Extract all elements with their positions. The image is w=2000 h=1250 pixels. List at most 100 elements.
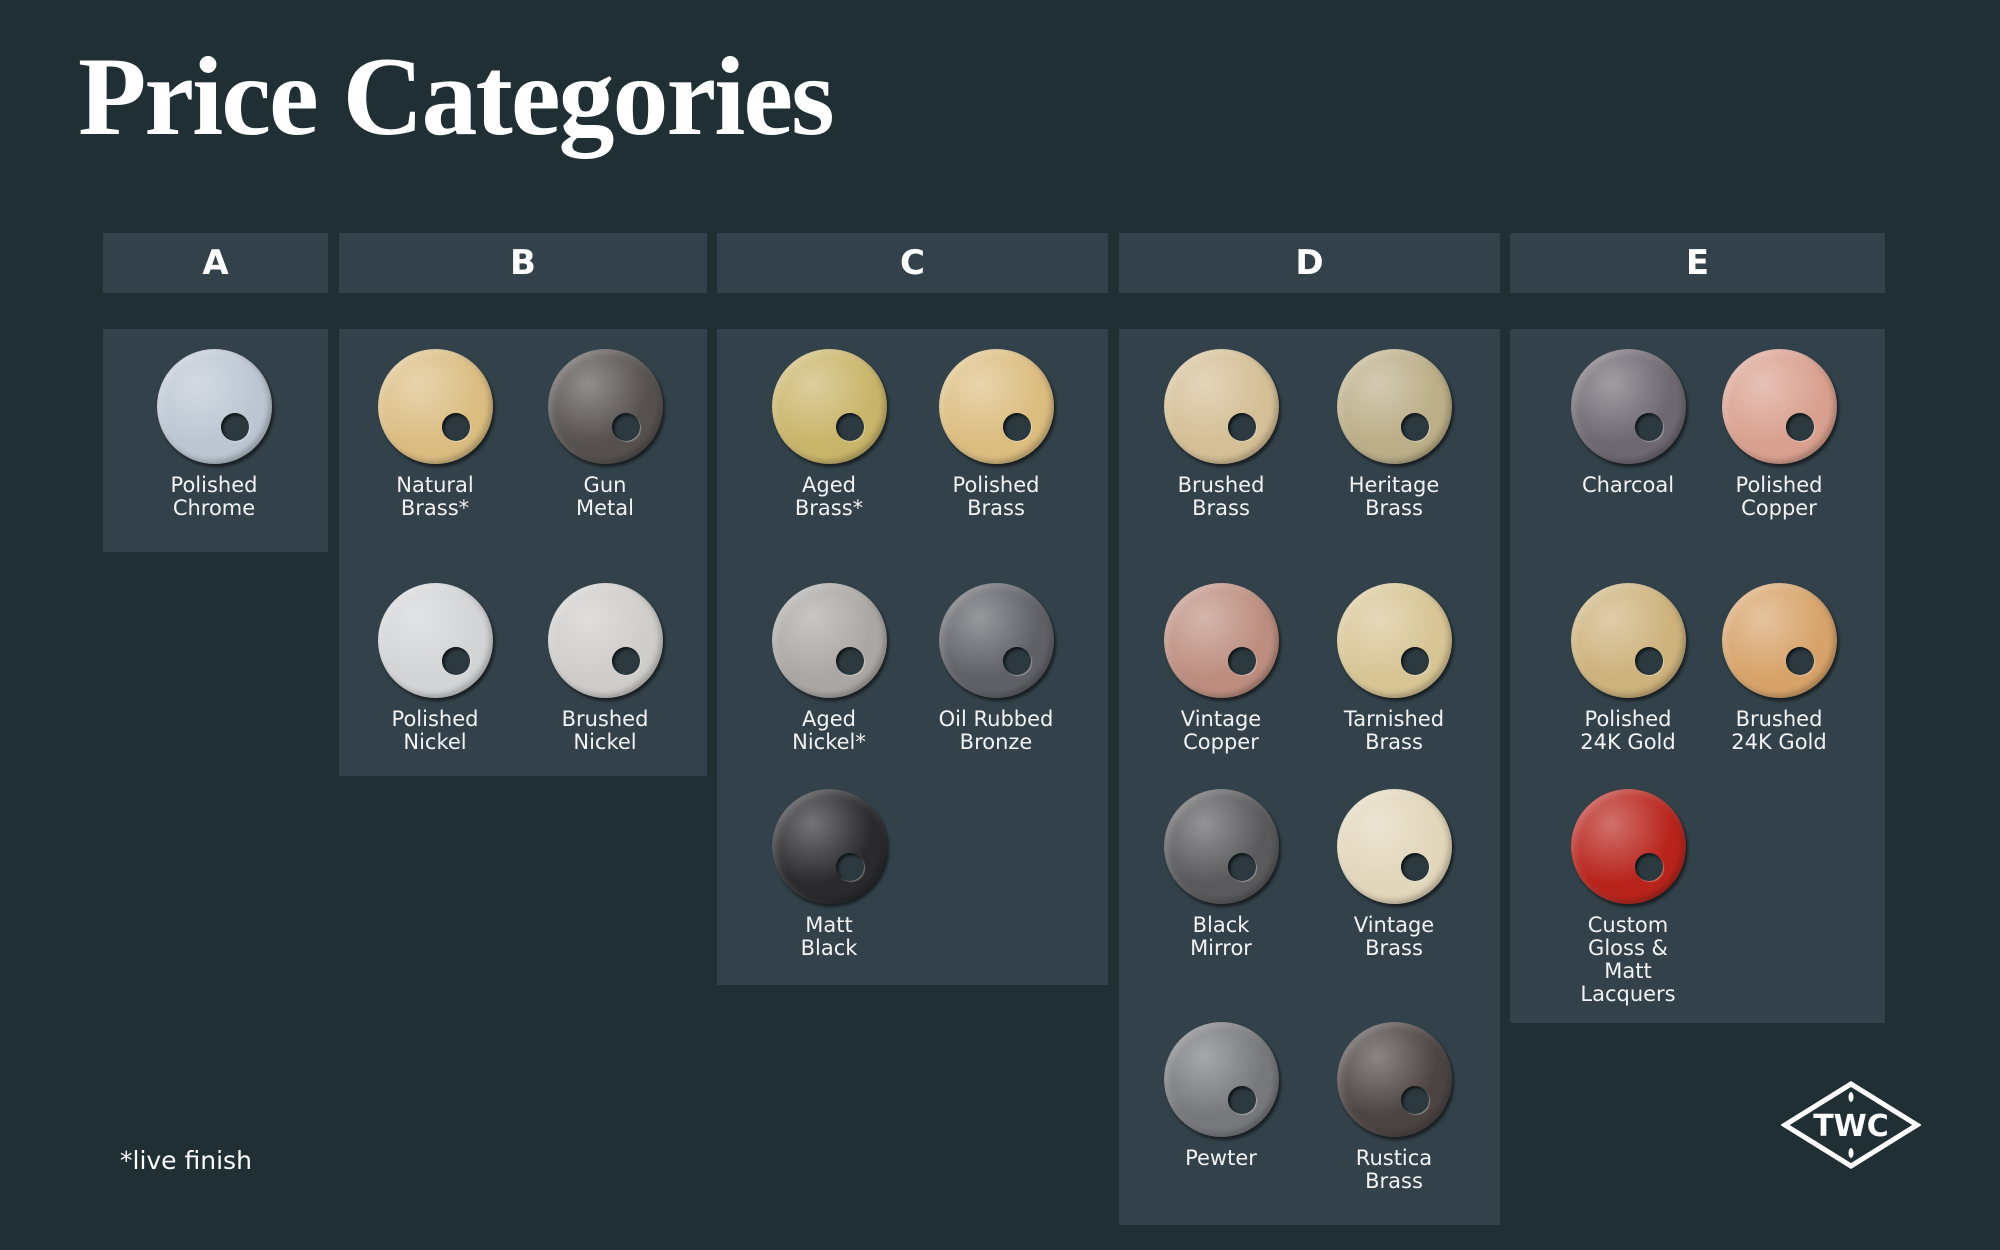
swatch-hole xyxy=(1227,413,1256,441)
finish-item: Brushed Nickel xyxy=(515,583,695,754)
finish-item: Custom Gloss & Matt Lacquers xyxy=(1538,789,1718,1006)
finish-swatch xyxy=(771,789,887,904)
swatch-hole xyxy=(1634,413,1663,441)
swatch-hole xyxy=(835,413,864,441)
swatch-hole xyxy=(835,647,864,675)
finish-swatch xyxy=(1163,349,1279,464)
finish-item: Pewter xyxy=(1131,1022,1311,1170)
finish-item: Aged Nickel* xyxy=(739,583,919,754)
swatch-hole xyxy=(441,647,470,675)
finish-item: Aged Brass* xyxy=(739,349,919,520)
twc-logo: TWC xyxy=(1781,1081,1921,1169)
finish-label: Brushed 24K Gold xyxy=(1731,707,1827,754)
finish-label: Natural Brass* xyxy=(396,473,474,520)
finish-item: Polished Brass xyxy=(906,349,1086,520)
finish-swatch xyxy=(771,349,887,464)
finish-label: Polished Brass xyxy=(952,473,1040,520)
finish-item: Vintage Brass xyxy=(1304,789,1484,960)
live-finish-footnote: *live finish xyxy=(120,1146,252,1175)
finish-label: Matt Black xyxy=(800,913,858,960)
finish-swatch xyxy=(771,583,887,698)
finish-label: Polished Nickel xyxy=(391,707,479,754)
swatch-hole xyxy=(1400,853,1429,881)
finish-item: Polished Copper xyxy=(1689,349,1869,520)
swatch-hole xyxy=(1785,647,1814,675)
swatch-hole xyxy=(220,413,249,441)
finish-item: Vintage Copper xyxy=(1131,583,1311,754)
finish-swatch xyxy=(1721,583,1837,698)
finish-item: Polished 24K Gold xyxy=(1538,583,1718,754)
finish-item: Matt Black xyxy=(739,789,919,960)
finish-item: Tarnished Brass xyxy=(1304,583,1484,754)
finish-swatch xyxy=(547,349,663,464)
finish-swatch xyxy=(1336,349,1452,464)
finish-item: Brushed 24K Gold xyxy=(1689,583,1869,754)
swatch-hole xyxy=(611,413,640,441)
swatch-hole xyxy=(1785,413,1814,441)
finish-label: Tarnished Brass xyxy=(1343,707,1445,754)
finish-swatch xyxy=(1721,349,1837,464)
finish-label: Aged Brass* xyxy=(794,473,864,520)
finish-label: Aged Nickel* xyxy=(792,707,866,754)
swatch-hole xyxy=(1227,647,1256,675)
swatch-hole xyxy=(1634,853,1663,881)
category-header-d: D xyxy=(1119,233,1500,293)
finish-label: Polished Chrome xyxy=(170,473,258,520)
swatch-hole xyxy=(835,853,864,881)
finish-label: Polished Copper xyxy=(1735,473,1823,520)
finish-label: Pewter xyxy=(1185,1146,1257,1170)
swatch-hole xyxy=(1400,647,1429,675)
finish-label: Heritage Brass xyxy=(1348,473,1440,520)
finish-item: Rustica Brass xyxy=(1304,1022,1484,1193)
finish-label: Brushed Nickel xyxy=(561,707,649,754)
swatch-hole xyxy=(1227,1086,1256,1114)
finish-swatch xyxy=(938,583,1054,698)
page-title: Price Categories xyxy=(78,35,835,159)
finish-label: Black Mirror xyxy=(1190,913,1252,960)
finish-label: Vintage Copper xyxy=(1180,707,1262,754)
swatch-hole xyxy=(1634,647,1663,675)
category-header-e: E xyxy=(1510,233,1885,293)
finish-swatch xyxy=(156,349,272,464)
finish-label: Polished 24K Gold xyxy=(1580,707,1676,754)
finish-label: Oil Rubbed Bronze xyxy=(938,707,1054,754)
finish-swatch xyxy=(1336,583,1452,698)
finish-swatch xyxy=(1570,789,1686,904)
finish-item: Natural Brass* xyxy=(345,349,525,520)
finish-item: Brushed Brass xyxy=(1131,349,1311,520)
finish-label: Rustica Brass xyxy=(1355,1146,1433,1193)
swatch-hole xyxy=(1400,413,1429,441)
finish-swatch xyxy=(1163,789,1279,904)
swatch-hole xyxy=(1227,853,1256,881)
swatch-hole xyxy=(611,647,640,675)
finish-label: Gun Metal xyxy=(576,473,634,520)
finish-item: Heritage Brass xyxy=(1304,349,1484,520)
finish-swatch xyxy=(1570,349,1686,464)
category-header-a: A xyxy=(103,233,328,293)
logo-text: TWC xyxy=(1813,1109,1889,1144)
finish-item: Polished Chrome xyxy=(124,349,304,520)
finish-item: Gun Metal xyxy=(515,349,695,520)
finish-label: Charcoal xyxy=(1581,473,1675,497)
finish-swatch xyxy=(1163,1022,1279,1137)
finish-swatch xyxy=(377,349,493,464)
category-header-b: B xyxy=(339,233,707,293)
finish-swatch xyxy=(1570,583,1686,698)
finish-item: Charcoal xyxy=(1538,349,1718,497)
finish-swatch xyxy=(377,583,493,698)
finish-label: Vintage Brass xyxy=(1353,913,1435,960)
finish-swatch xyxy=(1163,583,1279,698)
swatch-hole xyxy=(1002,413,1031,441)
finish-swatch xyxy=(1336,1022,1452,1137)
finish-swatch xyxy=(547,583,663,698)
swatch-hole xyxy=(441,413,470,441)
finish-item: Black Mirror xyxy=(1131,789,1311,960)
finish-swatch xyxy=(1336,789,1452,904)
finish-label: Custom Gloss & Matt Lacquers xyxy=(1580,913,1676,1006)
swatch-hole xyxy=(1400,1086,1429,1114)
finish-item: Oil Rubbed Bronze xyxy=(906,583,1086,754)
swatch-hole xyxy=(1002,647,1031,675)
category-header-c: C xyxy=(717,233,1108,293)
finish-item: Polished Nickel xyxy=(345,583,525,754)
finish-swatch xyxy=(938,349,1054,464)
